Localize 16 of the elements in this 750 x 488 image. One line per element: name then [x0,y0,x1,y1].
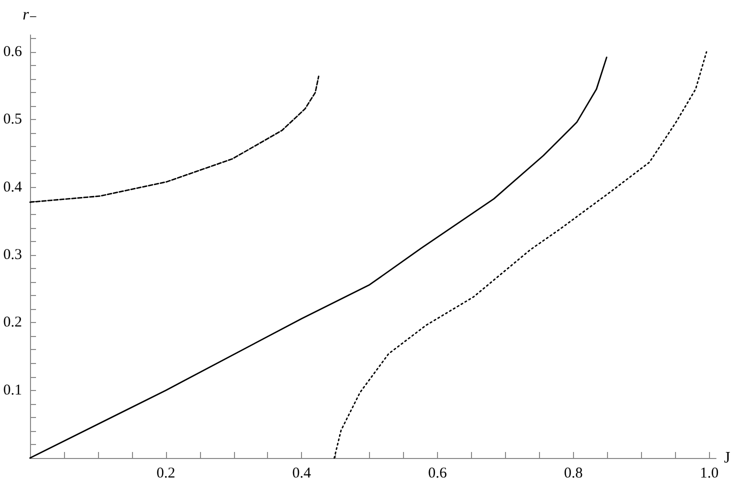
x-axis-title: J [724,450,730,466]
y-tick-label: 0.4 [3,179,22,196]
y-axis-title: r₋ [22,6,38,24]
x-tick-label: 0.6 [428,466,448,482]
line-series [29,76,320,203]
y-tick-label: 0.2 [3,314,22,331]
line-series [334,51,708,459]
x-tick-label: 0.2 [156,466,176,482]
y-tick-label: 0.1 [3,382,22,398]
y-tick-label: 0.5 [3,112,22,128]
x-tick-label: 0.4 [292,466,312,482]
x-tick-label: 1.0 [700,466,719,482]
line-series [29,56,608,459]
y-tick-label: 0.3 [3,246,22,263]
y-tick-label: 0.6 [3,44,22,60]
x-tick-label: 0.8 [564,466,583,482]
